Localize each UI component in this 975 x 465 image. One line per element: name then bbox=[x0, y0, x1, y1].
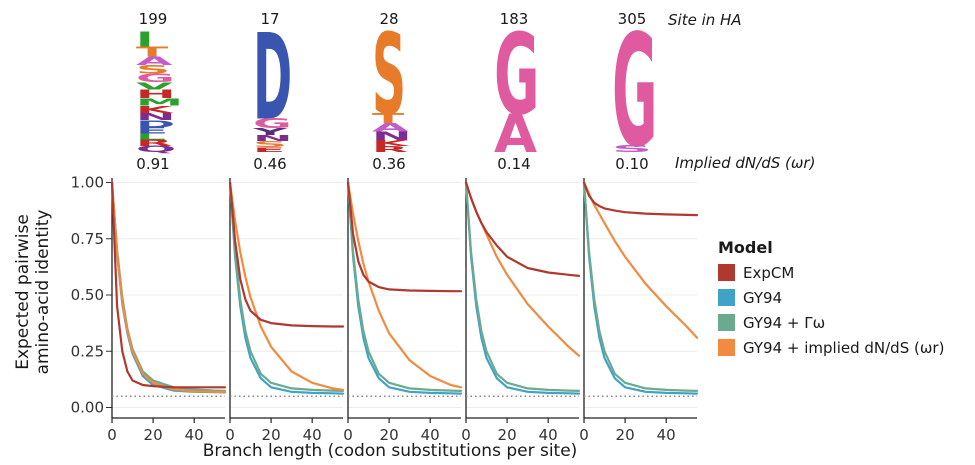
logo-site-183: 183 0.14 GA bbox=[494, 10, 540, 173]
x-tick-label: 0 bbox=[107, 426, 117, 444]
logo-letter: R bbox=[372, 145, 408, 154]
x-tick-label: 40 bbox=[185, 426, 204, 444]
panel-site-199: 0 20 40 bbox=[107, 178, 225, 444]
legend-label: GY94 + Γω bbox=[743, 314, 825, 332]
logo-letter-glyph: A bbox=[494, 103, 537, 164]
legend-title: Model bbox=[718, 238, 773, 257]
y-axis-title-line1: Expected pairwise bbox=[13, 214, 33, 370]
legend-swatch bbox=[718, 314, 735, 331]
legend: Model ExpCM GY94 GY94 + Γω GY94 + implied d… bbox=[718, 238, 944, 357]
logo-site-28: 280.36STANKR bbox=[372, 10, 412, 173]
logo-letter: A bbox=[494, 103, 537, 164]
legend-label: ExpCM bbox=[743, 264, 794, 282]
omega-value: 0.91 bbox=[136, 155, 169, 173]
logo-letter-glyph: R bbox=[372, 145, 408, 154]
logo-letter: Q bbox=[136, 144, 176, 154]
legend-label: GY94 bbox=[743, 289, 782, 307]
panel-site-28: 0 20 40 bbox=[343, 178, 461, 444]
x-tick-label: 0 bbox=[579, 426, 589, 444]
y-tick-label: 1.00 bbox=[71, 174, 104, 192]
logo-site-199: 1990.91ITASGVHMKNDELRQ bbox=[136, 10, 183, 173]
y-tick-label: 0.75 bbox=[71, 230, 104, 248]
legend-swatch bbox=[718, 339, 735, 356]
site-number: 199 bbox=[139, 10, 168, 28]
legend-swatch bbox=[718, 264, 735, 281]
legend-label: GY94 + implied dN/dS (ωr) bbox=[743, 339, 944, 357]
logo-letter: E bbox=[253, 146, 285, 154]
legend-swatch bbox=[718, 289, 735, 306]
x-tick-label: 20 bbox=[144, 426, 163, 444]
sequence-logos: 1990.91ITASGVHMKNDELRQ170.46DGYNSE280.36… bbox=[136, 2, 658, 182]
omega-header: Implied dN/dS (ωr) bbox=[675, 154, 815, 172]
line-panels: 0.00 0.25 0.50 0.75 1.00 0 20 40 0 20 40 0 20 40 0 20 40… bbox=[71, 174, 697, 445]
site-header: Site in HA bbox=[668, 11, 742, 29]
omega-value: 0.46 bbox=[253, 155, 286, 173]
y-tick-label: 0.25 bbox=[71, 342, 104, 360]
x-axis-title: Branch length (codon substitutions per s… bbox=[203, 441, 578, 461]
x-tick-label: 40 bbox=[657, 426, 676, 444]
y-tick-label: 0.50 bbox=[71, 286, 104, 304]
panel-site-183: 0 20 40 bbox=[461, 178, 579, 444]
y-axis-title-line2: amino-acid identity bbox=[33, 210, 53, 375]
logo-letter-glyph: S bbox=[612, 143, 652, 154]
y-tick-label: 0.00 bbox=[71, 399, 104, 417]
panel-site-305: 0 20 40 bbox=[579, 178, 697, 444]
logo-letter: S bbox=[612, 143, 652, 154]
omega-value: 0.36 bbox=[372, 155, 405, 173]
logo-letter: G bbox=[612, 2, 658, 182]
logo-letter-glyph: G bbox=[612, 2, 658, 182]
panel-site-17: 0 20 40 bbox=[225, 178, 343, 444]
logo-letter-glyph: Q bbox=[136, 144, 176, 154]
logo-letter-glyph: E bbox=[253, 146, 285, 154]
x-tick-label: 20 bbox=[616, 426, 635, 444]
